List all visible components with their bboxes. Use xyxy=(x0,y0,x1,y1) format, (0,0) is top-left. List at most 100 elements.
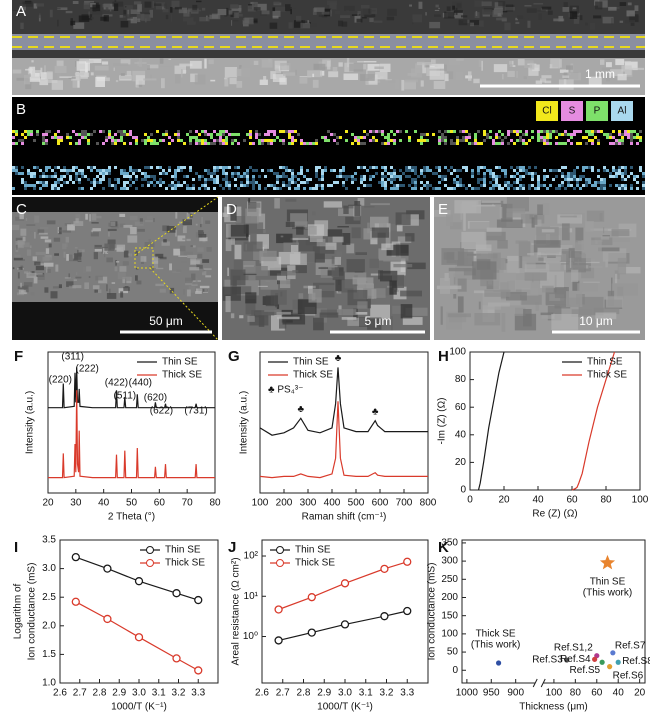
eds-pixel xyxy=(393,184,396,187)
texture xyxy=(562,75,570,79)
data-point xyxy=(615,659,621,665)
panel-label: J xyxy=(228,539,236,556)
texture xyxy=(569,250,572,268)
texture xyxy=(134,221,144,226)
eds-pixel xyxy=(297,133,300,136)
texture xyxy=(381,243,394,251)
panel-label: C xyxy=(16,201,27,218)
texture xyxy=(395,78,400,90)
eds-pixel xyxy=(498,166,501,169)
eds-pixel xyxy=(108,133,111,136)
texture xyxy=(269,267,288,276)
eds-pixel xyxy=(357,139,360,142)
texture xyxy=(502,73,504,80)
y-tick-label: 60 xyxy=(455,402,467,413)
texture xyxy=(373,20,383,23)
texture xyxy=(429,63,444,69)
eds-pixel xyxy=(630,184,633,187)
eds-pixel xyxy=(294,139,297,142)
eds-pixel xyxy=(345,178,348,181)
eds-pixel xyxy=(573,187,576,190)
eds-pixel xyxy=(567,175,570,178)
eds-pixel xyxy=(306,169,309,172)
texture xyxy=(68,278,76,280)
eds-pixel xyxy=(381,130,384,133)
eds-pixel xyxy=(249,130,252,133)
eds-pixel xyxy=(159,181,162,184)
eds-pixel xyxy=(423,175,426,178)
eds-pixel xyxy=(225,166,228,169)
panel-label: F xyxy=(14,348,23,365)
texture xyxy=(360,74,375,81)
texture xyxy=(379,218,387,233)
texture xyxy=(38,15,41,22)
texture xyxy=(441,248,465,265)
texture xyxy=(357,198,365,206)
texture xyxy=(519,256,523,268)
texture xyxy=(550,58,560,69)
eds-pixel xyxy=(90,133,93,136)
eds-pixel xyxy=(516,187,519,190)
x-tick-label: 20 xyxy=(42,498,54,509)
eds-pixel xyxy=(75,178,78,181)
eds-pixel xyxy=(534,166,537,169)
texture xyxy=(330,9,332,17)
texture xyxy=(186,238,191,242)
eds-pixel xyxy=(426,169,429,172)
texture xyxy=(46,220,56,225)
eds-pixel xyxy=(498,142,501,145)
eds-pixel xyxy=(255,130,258,133)
eds-pixel xyxy=(339,172,342,175)
texture xyxy=(103,15,109,22)
eds-pixel xyxy=(111,142,114,145)
eds-pixel xyxy=(441,178,444,181)
eds-pixel xyxy=(204,181,207,184)
texture xyxy=(617,286,624,299)
eds-pixel xyxy=(549,130,552,133)
eds-pixel xyxy=(393,187,396,190)
texture xyxy=(203,229,209,232)
eds-pixel xyxy=(258,187,261,190)
texture xyxy=(245,298,256,315)
eds-pixel xyxy=(201,175,204,178)
texture xyxy=(248,275,256,281)
eds-legend-label: Cl xyxy=(542,106,551,117)
eds-pixel xyxy=(612,136,615,139)
texture xyxy=(127,17,134,21)
eds-pixel xyxy=(504,175,507,178)
eds-pixel xyxy=(93,184,96,187)
texture xyxy=(147,65,150,70)
texture xyxy=(634,5,639,11)
eds-pixel xyxy=(447,187,450,190)
eds-pixel xyxy=(69,175,72,178)
texture xyxy=(569,11,578,19)
texture xyxy=(590,228,612,231)
texture xyxy=(269,22,278,29)
texture xyxy=(54,65,67,73)
texture xyxy=(20,228,27,236)
eds-pixel xyxy=(186,184,189,187)
texture xyxy=(404,80,416,90)
eds-pixel xyxy=(630,139,633,142)
texture xyxy=(544,80,552,84)
eds-pixel xyxy=(348,175,351,178)
x-axis-label: 1000/T (K⁻¹) xyxy=(317,702,373,713)
eds-pixel xyxy=(588,181,591,184)
texture xyxy=(263,76,267,84)
texture xyxy=(496,219,523,228)
texture xyxy=(484,231,506,241)
eds-pixel xyxy=(543,169,546,172)
texture xyxy=(400,290,422,297)
eds-pixel xyxy=(462,139,465,142)
micrographs xyxy=(12,0,645,340)
texture xyxy=(205,220,211,224)
texture xyxy=(367,222,370,234)
texture xyxy=(236,81,243,88)
texture xyxy=(320,70,325,76)
texture xyxy=(609,73,615,78)
texture xyxy=(588,76,602,86)
eds-pixel xyxy=(123,175,126,178)
eds-pixel xyxy=(519,175,522,178)
eds-pixel xyxy=(321,172,324,175)
eds-pixel xyxy=(612,166,615,169)
